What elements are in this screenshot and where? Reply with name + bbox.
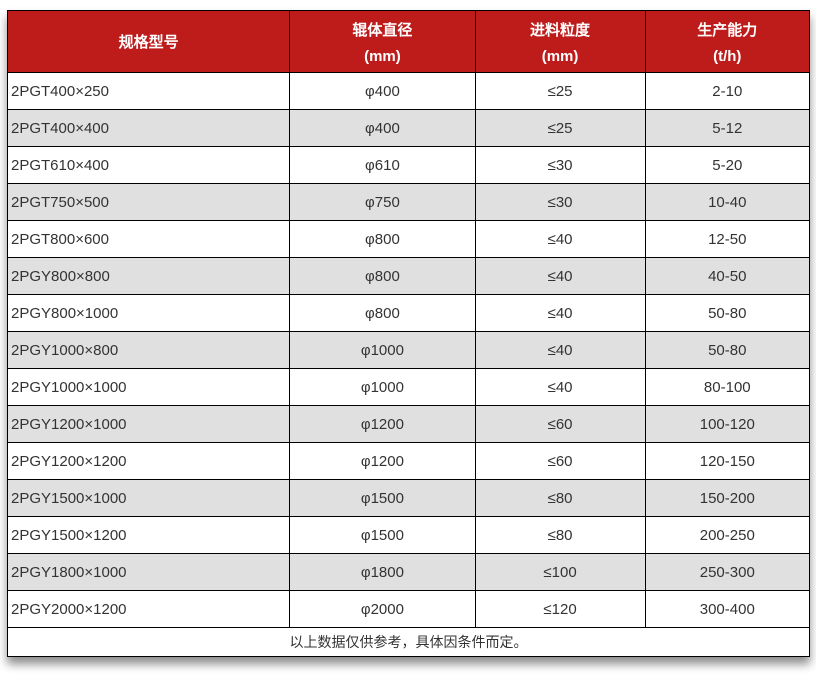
table-body: 2PGT400×250 φ400 ≤25 2-10 2PGT400×400 φ4… (6, 72, 811, 628)
spec-cell-model: 2PGY1000×800 (6, 331, 291, 369)
spec-cell-capacity: 100-120 (644, 405, 811, 443)
table-row: 2PGY1000×800 φ1000 ≤40 50-80 (6, 331, 811, 369)
spec-cell-roller-diameter: φ610 (289, 146, 476, 184)
table-row: 2PGT800×600 φ800 ≤40 12-50 (6, 220, 811, 258)
table-header: 规格型号 辊体直径 (mm) 进料粒度 (mm) (6, 10, 811, 73)
table-row: 2PGY1500×1200 φ1500 ≤80 200-250 (6, 516, 811, 554)
spec-cell-roller-diameter: φ1200 (289, 405, 476, 443)
spec-cell-capacity: 50-80 (644, 331, 811, 369)
footnote-text: 以上数据仅供参考，具体因条件而定。 (7, 627, 810, 657)
spec-cell-roller-diameter: φ1200 (289, 442, 476, 480)
table-row: 2PGT400×250 φ400 ≤25 2-10 (6, 72, 811, 110)
col-header-roller-diameter-label: 辊体直径 (352, 21, 413, 39)
spec-cell-roller-diameter: φ1000 (289, 331, 476, 369)
table-row: 2PGY1800×1000 φ1800 ≤100 250-300 (6, 553, 811, 591)
spec-cell-feed-size: ≤25 (474, 109, 646, 147)
spec-cell-feed-size: ≤40 (474, 368, 646, 406)
spec-cell-model: 2PGY1200×1000 (6, 405, 291, 443)
table-row: 2PGY1000×1000 φ1000 ≤40 80-100 (6, 368, 811, 406)
col-header-feed-size-unit: (mm) (541, 47, 579, 65)
spec-cell-capacity: 80-100 (644, 368, 811, 406)
spec-cell-model: 2PGY2000×1200 (6, 590, 291, 628)
spec-cell-roller-diameter: φ400 (289, 72, 476, 110)
spec-cell-capacity: 120-150 (644, 442, 811, 480)
spec-cell-capacity: 5-20 (644, 146, 811, 184)
table-row: 2PGY800×1000 φ800 ≤40 50-80 (6, 294, 811, 332)
spec-cell-feed-size: ≤60 (474, 442, 646, 480)
spec-cell-model: 2PGT610×400 (6, 146, 291, 184)
spec-cell-capacity: 250-300 (644, 553, 811, 591)
spec-cell-feed-size: ≤40 (474, 257, 646, 295)
spec-cell-model: 2PGY1200×1200 (6, 442, 291, 480)
table-row: 2PGY2000×1200 φ2000 ≤120 300-400 (6, 590, 811, 628)
spec-cell-model: 2PGY800×1000 (6, 294, 291, 332)
spec-cell-model: 2PGT750×500 (6, 183, 291, 221)
spec-table: 规格型号 辊体直径 (mm) 进料粒度 (mm) (6, 10, 811, 657)
col-header-capacity: 生产能力 (t/h) (644, 10, 811, 73)
spec-cell-capacity: 150-200 (644, 479, 811, 517)
spec-cell-model: 2PGY1500×1200 (6, 516, 291, 554)
spec-cell-capacity: 12-50 (644, 220, 811, 258)
spec-cell-roller-diameter: φ1500 (289, 479, 476, 517)
spec-cell-roller-diameter: φ2000 (289, 590, 476, 628)
spec-cell-model: 2PGY1000×1000 (6, 368, 291, 406)
spec-cell-roller-diameter: φ1000 (289, 368, 476, 406)
table-row: 2PGT400×400 φ400 ≤25 5-12 (6, 109, 811, 147)
spec-cell-capacity: 200-250 (644, 516, 811, 554)
spec-cell-roller-diameter: φ800 (289, 294, 476, 332)
spec-cell-feed-size: ≤80 (474, 479, 646, 517)
table-row: 2PGY1200×1200 φ1200 ≤60 120-150 (6, 442, 811, 480)
spec-cell-roller-diameter: φ800 (289, 220, 476, 258)
table-row: 2PGY1200×1000 φ1200 ≤60 100-120 (6, 405, 811, 443)
table-footer: 以上数据仅供参考，具体因条件而定。 (7, 627, 810, 657)
spec-cell-capacity: 50-80 (644, 294, 811, 332)
spec-cell-capacity: 300-400 (644, 590, 811, 628)
spec-cell-feed-size: ≤30 (474, 183, 646, 221)
spec-cell-capacity: 5-12 (644, 109, 811, 147)
spec-cell-feed-size: ≤120 (474, 590, 646, 628)
table-row: 2PGY1500×1000 φ1500 ≤80 150-200 (6, 479, 811, 517)
spec-cell-feed-size: ≤60 (474, 405, 646, 443)
spec-cell-capacity: 10-40 (644, 183, 811, 221)
col-header-capacity-unit: (t/h) (713, 47, 742, 65)
spec-cell-roller-diameter: φ750 (289, 183, 476, 221)
spec-cell-model: 2PGY1500×1000 (6, 479, 291, 517)
spec-cell-roller-diameter: φ1800 (289, 553, 476, 591)
col-header-model-label: 规格型号 (118, 34, 179, 51)
table-row: 2PGT610×400 φ610 ≤30 5-20 (6, 146, 811, 184)
footnote-row: 以上数据仅供参考，具体因条件而定。 (7, 627, 810, 657)
col-header-roller-diameter-unit: (mm) (364, 47, 401, 65)
spec-cell-feed-size: ≤40 (474, 331, 646, 369)
spec-cell-roller-diameter: φ800 (289, 257, 476, 295)
spec-cell-model: 2PGY800×800 (6, 257, 291, 295)
spec-cell-capacity: 2-10 (644, 72, 811, 110)
spec-cell-feed-size: ≤80 (474, 516, 646, 554)
spec-cell-feed-size: ≤100 (474, 553, 646, 591)
header-row: 规格型号 辊体直径 (mm) 进料粒度 (mm) (6, 10, 811, 73)
spec-cell-model: 2PGT400×400 (6, 109, 291, 147)
spec-cell-roller-diameter: φ400 (289, 109, 476, 147)
spec-cell-model: 2PGT400×250 (6, 72, 291, 110)
spec-cell-feed-size: ≤30 (474, 146, 646, 184)
col-header-model: 规格型号 (6, 10, 291, 73)
spec-cell-model: 2PGT800×600 (6, 220, 291, 258)
col-header-feed-size-label: 进料粒度 (530, 21, 591, 39)
spec-cell-roller-diameter: φ1500 (289, 516, 476, 554)
col-header-capacity-label: 生产能力 (697, 21, 758, 39)
col-header-roller-diameter: 辊体直径 (mm) (289, 10, 476, 73)
spec-cell-model: 2PGY1800×1000 (6, 553, 291, 591)
spec-cell-feed-size: ≤40 (474, 220, 646, 258)
spec-cell-feed-size: ≤40 (474, 294, 646, 332)
table-row: 2PGT750×500 φ750 ≤30 10-40 (6, 183, 811, 221)
table-row: 2PGY800×800 φ800 ≤40 40-50 (6, 257, 811, 295)
col-header-feed-size: 进料粒度 (mm) (474, 10, 646, 73)
spec-cell-capacity: 40-50 (644, 257, 811, 295)
spec-table-container: 规格型号 辊体直径 (mm) 进料粒度 (mm) (6, 10, 811, 657)
spec-cell-feed-size: ≤25 (474, 72, 646, 110)
